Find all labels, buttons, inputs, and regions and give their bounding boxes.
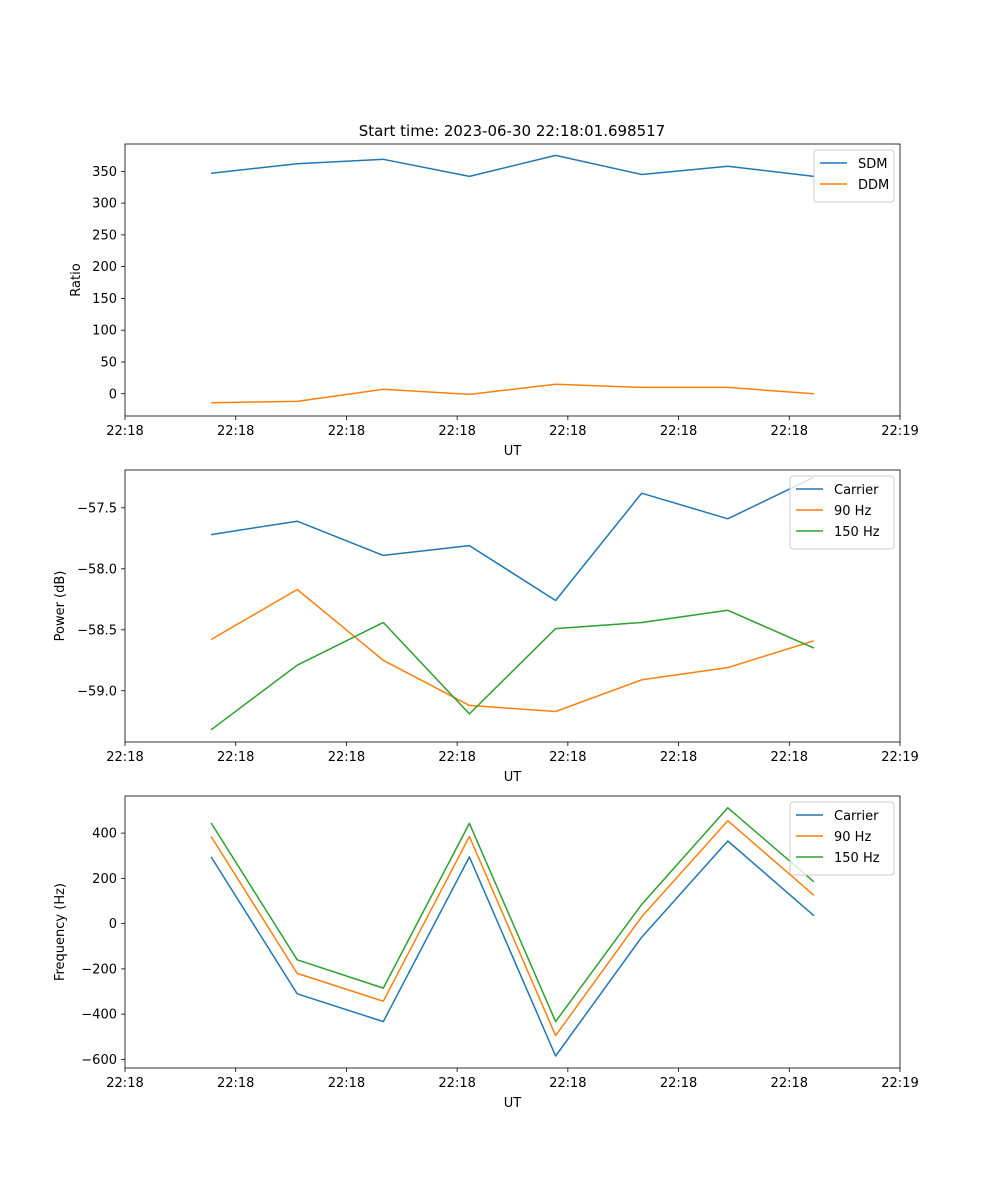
y-tick-label: −58.5 [77, 623, 117, 638]
x-tick-label: 22:18 [217, 1076, 254, 1091]
x-tick-label: 22:18 [660, 424, 697, 439]
series-line-carrier [210, 840, 815, 1057]
x-tick-label: 22:19 [881, 424, 918, 439]
legend: SDM DDM [813, 149, 895, 203]
y-tick-label: −600 [81, 1053, 117, 1068]
legend-label: 90 Hz [834, 830, 871, 845]
x-tick-label: 22:19 [881, 1076, 918, 1091]
y-tick-label: −58.0 [77, 562, 117, 577]
y-tick-label: 50 [100, 355, 117, 370]
y-tick-label: 200 [92, 872, 117, 887]
legend-label: SDM [858, 157, 887, 172]
x-tick-label: 22:18 [217, 424, 254, 439]
x-tick-label: 22:18 [328, 1076, 365, 1091]
y-tick-label: 350 [92, 165, 117, 180]
y-tick-label: −200 [81, 962, 117, 977]
y-axis-label: Ratio [69, 263, 84, 296]
y-tick-label: 200 [92, 260, 117, 275]
x-tick-label: 22:18 [106, 750, 143, 765]
axes-frame [124, 143, 901, 417]
y-tick-label: −400 [81, 1008, 117, 1023]
legend-label: Carrier [834, 483, 879, 498]
x-tick-label: 22:18 [549, 1076, 586, 1091]
series-line-90-hz [210, 588, 815, 713]
y-tick-label: 0 [109, 387, 117, 402]
y-tick-label: 250 [92, 228, 117, 243]
y-tick-label: 300 [92, 197, 117, 212]
series-line-carrier [210, 476, 815, 602]
x-tick-label: 22:18 [106, 424, 143, 439]
panel-3: 22:18 22:18 22:18 22:18 22:18 22:18 22:18 22:19… [53, 795, 919, 1111]
panel-1: 22:18 22:18 22:18 22:18 22:18 22:18 22:18 22:19… [69, 143, 919, 459]
legend-label: 150 Hz [834, 525, 880, 540]
x-tick-label: 22:18 [771, 1076, 808, 1091]
x-tick-label: 22:18 [328, 750, 365, 765]
x-tick-label: 22:18 [217, 750, 254, 765]
legend-label: DDM [858, 178, 889, 193]
x-tick-label: 22:19 [881, 750, 918, 765]
x-tick-label: 22:18 [771, 750, 808, 765]
axes-frame [124, 795, 901, 1069]
y-tick-label: 150 [92, 292, 117, 307]
y-axis-label: Power (dB) [53, 571, 68, 642]
x-tick-label: 22:18 [438, 750, 475, 765]
y-tick-label: 400 [92, 827, 117, 842]
panels: 22:18 22:18 22:18 22:18 22:18 22:18 22:18 22:19… [53, 143, 919, 1111]
x-tick-label: 22:18 [660, 750, 697, 765]
series-line-150-hz [210, 807, 815, 1023]
y-axis-label: Frequency (Hz) [53, 883, 68, 981]
legend-label: 90 Hz [834, 504, 871, 519]
series-line-sdm [211, 154, 814, 178]
y-tick-label: −59.0 [77, 684, 117, 699]
legend-label: Carrier [834, 809, 879, 824]
legend: Carrier 90 Hz 150 Hz [789, 801, 895, 876]
x-axis-label: UT [504, 1096, 522, 1111]
x-tick-label: 22:18 [438, 1076, 475, 1091]
x-tick-label: 22:18 [438, 424, 475, 439]
legend-label: 150 Hz [834, 851, 880, 866]
x-tick-label: 22:18 [771, 424, 808, 439]
y-tick-label: −57.5 [77, 501, 117, 516]
x-tick-label: 22:18 [328, 424, 365, 439]
x-axis-label: UT [504, 444, 522, 459]
x-tick-label: 22:18 [660, 1076, 697, 1091]
x-tick-label: 22:18 [106, 1076, 143, 1091]
axes-frame [124, 469, 901, 743]
series-line-ddm [211, 383, 814, 404]
y-tick-label: 100 [92, 324, 117, 339]
panel-2: 22:18 22:18 22:18 22:18 22:18 22:18 22:18 22:19… [53, 469, 919, 785]
x-axis-label: UT [504, 770, 522, 785]
figure-title: Start time: 2023-06-30 22:18:01.698517 [359, 122, 665, 140]
x-tick-label: 22:18 [549, 424, 586, 439]
y-tick-label: 0 [109, 917, 117, 932]
legend: Carrier 90 Hz 150 Hz [789, 475, 895, 550]
x-tick-label: 22:18 [549, 750, 586, 765]
series-line-90-hz [210, 819, 815, 1037]
series-line-150-hz [210, 609, 815, 731]
